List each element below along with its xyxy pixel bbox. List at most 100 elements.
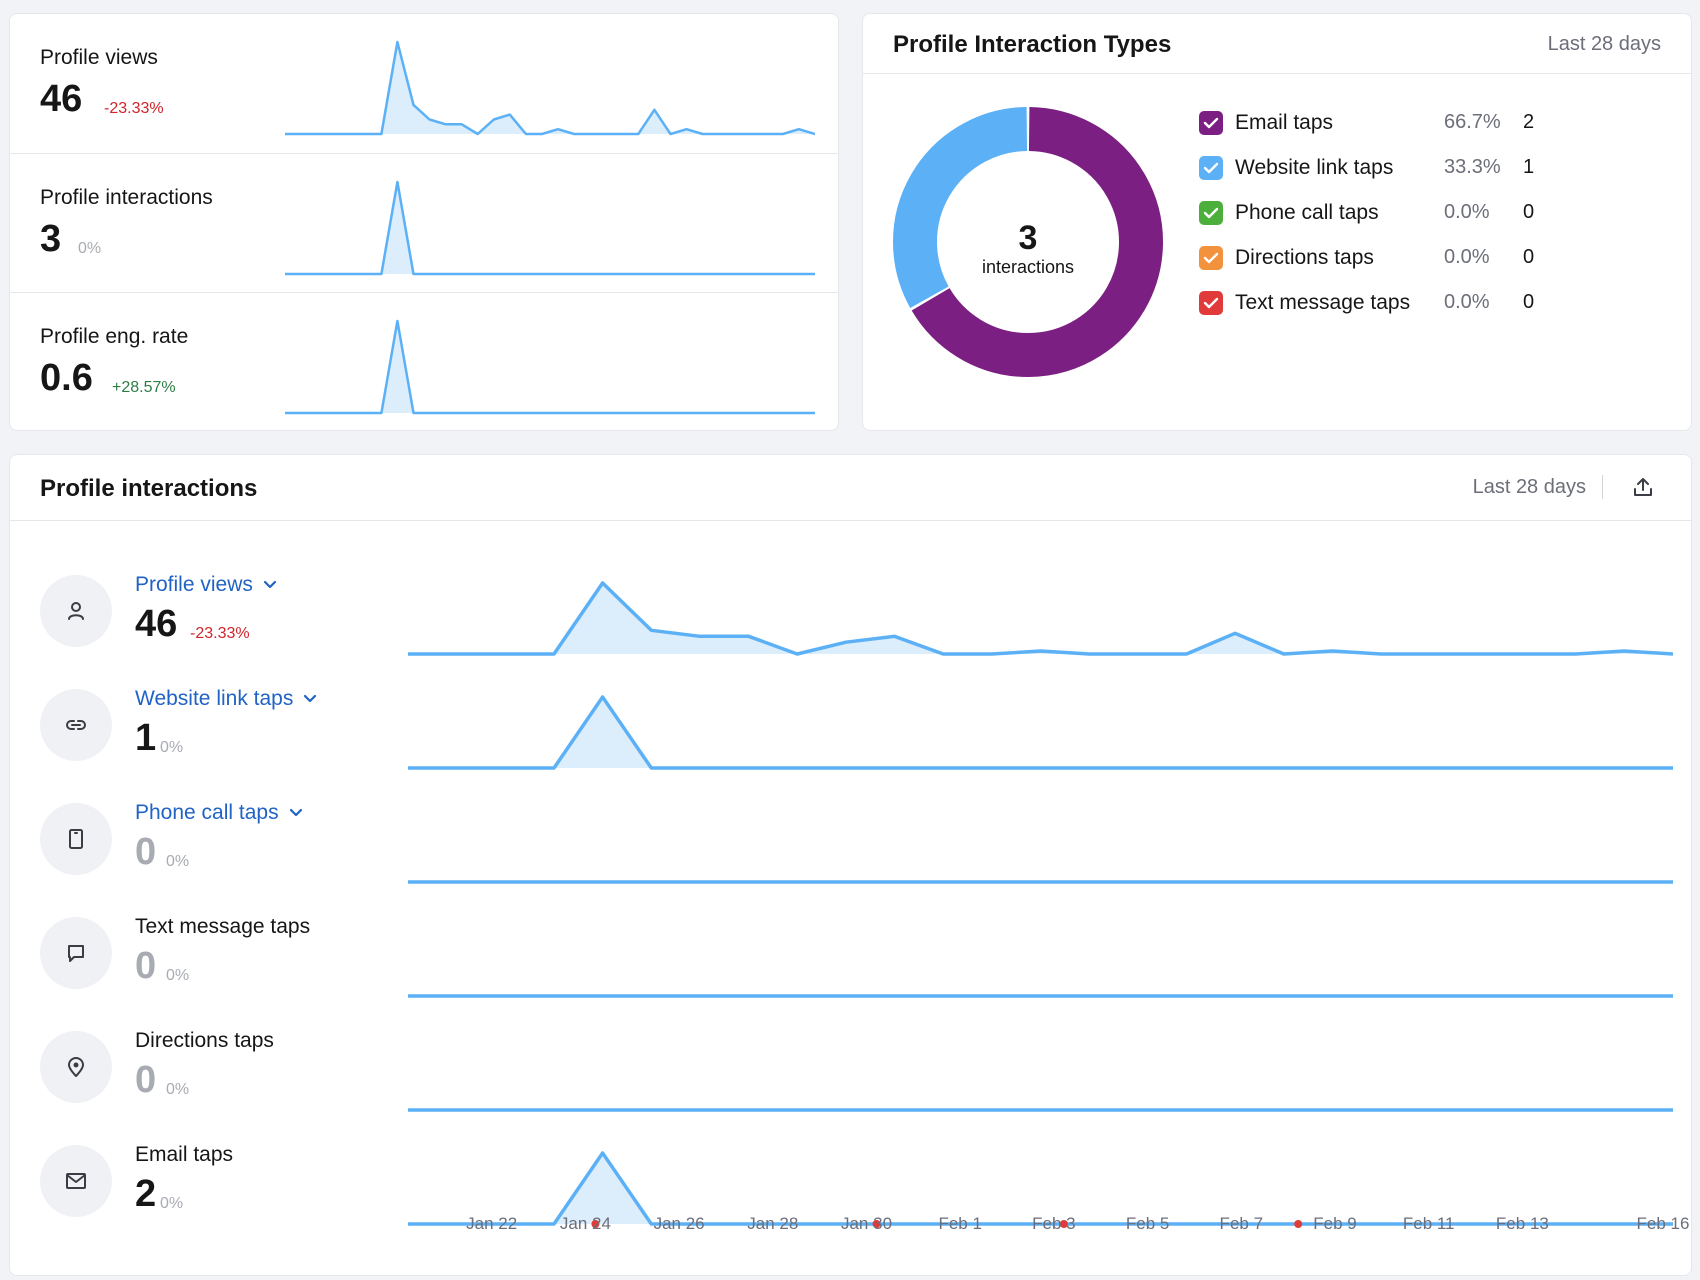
event-marker[interactable] bbox=[591, 1220, 600, 1228]
metric-label: Profile eng. rate bbox=[40, 325, 189, 348]
legend-percent: 0.0% bbox=[1444, 201, 1490, 223]
interaction-row-phone-call-taps: Phone call taps 0 0% bbox=[10, 793, 1691, 907]
profile-interactions-card: Profile interactions Last 28 days Profil… bbox=[9, 454, 1692, 1276]
metric-change: 0% bbox=[166, 967, 190, 984]
legend-item-phone-call-taps[interactable]: Phone call taps 0.0% 0 bbox=[1199, 198, 1599, 228]
interaction-row-website-link-taps: Website link taps 1 0% bbox=[10, 679, 1691, 793]
metric-change: -23.33% bbox=[190, 625, 250, 642]
profile-views-sparkline bbox=[285, 40, 815, 136]
metric-change: -23.33% bbox=[104, 100, 164, 117]
interaction-row-directions-taps: Directions taps 0 0% bbox=[10, 1021, 1691, 1135]
legend-item-email-taps[interactable]: Email taps 66.7% 2 bbox=[1199, 108, 1599, 138]
x-tick-label: Feb 1 bbox=[938, 1214, 982, 1233]
date-range-label: Last 28 days bbox=[1472, 476, 1586, 498]
metric-change: 0% bbox=[166, 1081, 190, 1098]
phone-call-taps-chart bbox=[408, 880, 1673, 884]
event-marker[interactable] bbox=[872, 1220, 881, 1228]
legend-name: Website link taps bbox=[1235, 156, 1394, 179]
legend-name: Email taps bbox=[1235, 111, 1334, 134]
mail-icon bbox=[40, 1145, 112, 1217]
metric-value: 0 bbox=[135, 831, 157, 873]
x-tick-label: Feb 9 bbox=[1313, 1214, 1357, 1233]
legend-count: 1 bbox=[1523, 156, 1535, 178]
series-area bbox=[285, 321, 815, 413]
directions-taps-chart bbox=[408, 1108, 1673, 1112]
interaction-row-email-taps: Email taps 2 0% bbox=[10, 1135, 1691, 1249]
event-marker[interactable] bbox=[1059, 1220, 1068, 1228]
checkbox-checked-icon[interactable] bbox=[1199, 246, 1223, 270]
checkbox-checked-icon[interactable] bbox=[1199, 111, 1223, 135]
legend-count: 2 bbox=[1523, 111, 1535, 133]
series-area bbox=[408, 583, 1673, 654]
donut-total-label: interactions bbox=[981, 257, 1075, 277]
link-icon bbox=[40, 689, 112, 761]
checkbox-checked-icon[interactable] bbox=[1199, 156, 1223, 180]
interaction-row-text-message-taps: Text message taps 0 0% bbox=[10, 907, 1691, 1021]
metric-dropdown[interactable]: Phone call taps bbox=[135, 801, 303, 825]
checkbox-checked-icon[interactable] bbox=[1199, 291, 1223, 315]
metric-label: Profile views bbox=[135, 573, 253, 596]
x-tick-label: Feb 11 bbox=[1402, 1214, 1455, 1233]
metric-dropdown[interactable]: Profile views bbox=[135, 573, 277, 597]
x-tick-label: Feb 13 bbox=[1495, 1214, 1549, 1233]
legend-name: Text message taps bbox=[1235, 291, 1411, 314]
chevron-down-icon bbox=[263, 581, 276, 589]
location-pin-icon bbox=[40, 1031, 112, 1103]
x-tick-label: Feb 7 bbox=[1219, 1214, 1264, 1233]
profile-views-chart bbox=[408, 581, 1673, 656]
website-link-taps-chart bbox=[408, 695, 1673, 770]
x-tick-label: Jan 24 bbox=[559, 1214, 611, 1233]
email-taps-chart bbox=[408, 1151, 1673, 1228]
donut-slice[interactable] bbox=[911, 107, 1163, 377]
export-icon[interactable] bbox=[1631, 475, 1655, 499]
metric-label: Website link taps bbox=[135, 687, 294, 710]
series-line bbox=[408, 1151, 1673, 1226]
metric-change: 0% bbox=[78, 240, 102, 257]
metric-label: Email taps bbox=[135, 1143, 234, 1166]
legend-item-directions-taps[interactable]: Directions taps 0.0% 0 bbox=[1199, 243, 1599, 273]
person-icon bbox=[40, 575, 112, 647]
metric-value: 46 bbox=[135, 603, 178, 645]
legend-name: Phone call taps bbox=[1235, 201, 1379, 224]
series-area bbox=[285, 182, 815, 274]
legend-count: 0 bbox=[1523, 246, 1535, 268]
donut-slice[interactable] bbox=[893, 107, 1028, 309]
legend-item-text-message-taps[interactable]: Text message taps 0.0% 0 bbox=[1199, 288, 1599, 318]
card-header: Profile Interaction Types Last 28 days bbox=[863, 14, 1691, 74]
phone-icon bbox=[40, 803, 112, 875]
metric-label: Profile interactions bbox=[40, 186, 213, 209]
legend-percent: 33.3% bbox=[1444, 156, 1501, 178]
metrics-card: Profile views 46 -23.33% Profile interac… bbox=[9, 13, 839, 431]
metric-value: 0.6 bbox=[40, 357, 93, 399]
series-line bbox=[408, 581, 1673, 656]
series-line bbox=[285, 40, 815, 136]
event-marker[interactable] bbox=[1294, 1220, 1303, 1228]
profile-eng-rate-sparkline bbox=[285, 319, 815, 415]
legend-item-website-link-taps[interactable]: Website link taps 33.3% 1 bbox=[1199, 153, 1599, 183]
checkbox-checked-icon[interactable] bbox=[1199, 201, 1223, 225]
metric-change: 0% bbox=[160, 1195, 184, 1212]
metric-label: Text message taps bbox=[135, 915, 311, 938]
message-icon bbox=[40, 917, 112, 989]
metric-label: Phone call taps bbox=[135, 801, 279, 824]
series-area bbox=[408, 697, 1673, 768]
series-line bbox=[408, 695, 1673, 770]
x-tick-label: Feb 16 bbox=[1636, 1214, 1690, 1233]
legend-percent: 66.7% bbox=[1444, 111, 1501, 133]
metric-row-profile-interactions: Profile interactions 3 0% bbox=[10, 153, 838, 292]
metric-row-profile-eng-rate: Profile eng. rate 0.6 +28.57% bbox=[10, 292, 838, 431]
metric-value: 0 bbox=[135, 945, 157, 987]
x-tick-label: Jan 28 bbox=[747, 1214, 799, 1233]
metric-value: 1 bbox=[135, 717, 157, 759]
interaction-types-card: Profile Interaction Types Last 28 days 3… bbox=[862, 13, 1692, 431]
donut-chart bbox=[893, 107, 1163, 377]
metric-dropdown[interactable]: Website link taps bbox=[135, 687, 317, 711]
metric-change: 0% bbox=[166, 853, 190, 870]
x-tick-label: Feb 3 bbox=[1032, 1214, 1076, 1233]
x-tick-label: Jan 30 bbox=[840, 1214, 893, 1233]
card-title: Profile interactions bbox=[40, 475, 258, 502]
metric-value: 2 bbox=[135, 1173, 157, 1215]
series-area bbox=[285, 42, 815, 134]
metric-value: 46 bbox=[40, 78, 83, 120]
legend-percent: 0.0% bbox=[1444, 246, 1490, 268]
